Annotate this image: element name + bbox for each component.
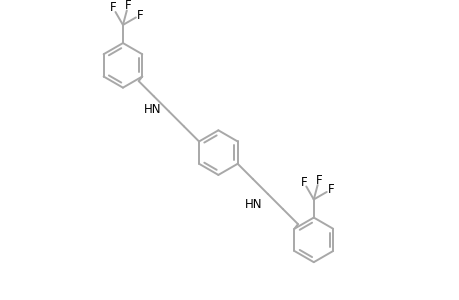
Text: HN: HN bbox=[143, 103, 161, 116]
Text: F: F bbox=[315, 174, 321, 187]
Text: F: F bbox=[110, 1, 116, 14]
Text: F: F bbox=[124, 0, 131, 12]
Text: HN: HN bbox=[244, 198, 262, 211]
Text: F: F bbox=[300, 176, 307, 189]
Text: F: F bbox=[327, 183, 334, 196]
Text: F: F bbox=[136, 8, 143, 22]
